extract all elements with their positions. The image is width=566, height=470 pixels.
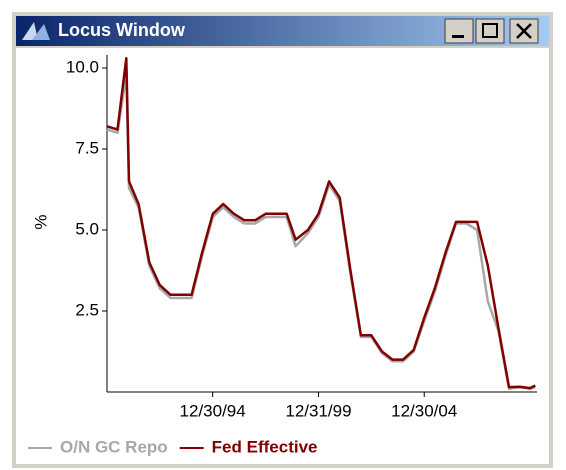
x-tick-label: 12/31/99 [285, 401, 351, 420]
window-icon [22, 22, 50, 40]
series-line [106, 56, 536, 390]
y-tick-label: 2.5 [75, 300, 99, 319]
maximize-button[interactable] [475, 18, 505, 44]
y-tick-label: 5.0 [75, 219, 99, 238]
legend-label: Fed Effective [212, 437, 318, 456]
minimize-button[interactable] [444, 18, 474, 44]
close-button[interactable] [509, 18, 539, 44]
x-tick-label: 12/30/94 [180, 401, 246, 420]
x-tick-label: 12/30/04 [391, 401, 457, 420]
window-title: Locus Window [58, 20, 186, 40]
series-line [106, 73, 536, 391]
y-tick-label: 10.0 [66, 57, 99, 76]
client-area [16, 48, 549, 464]
y-axis-label: % [31, 214, 50, 229]
y-tick-label: 7.5 [75, 138, 99, 157]
legend-label: O/N GC Repo [60, 437, 168, 456]
